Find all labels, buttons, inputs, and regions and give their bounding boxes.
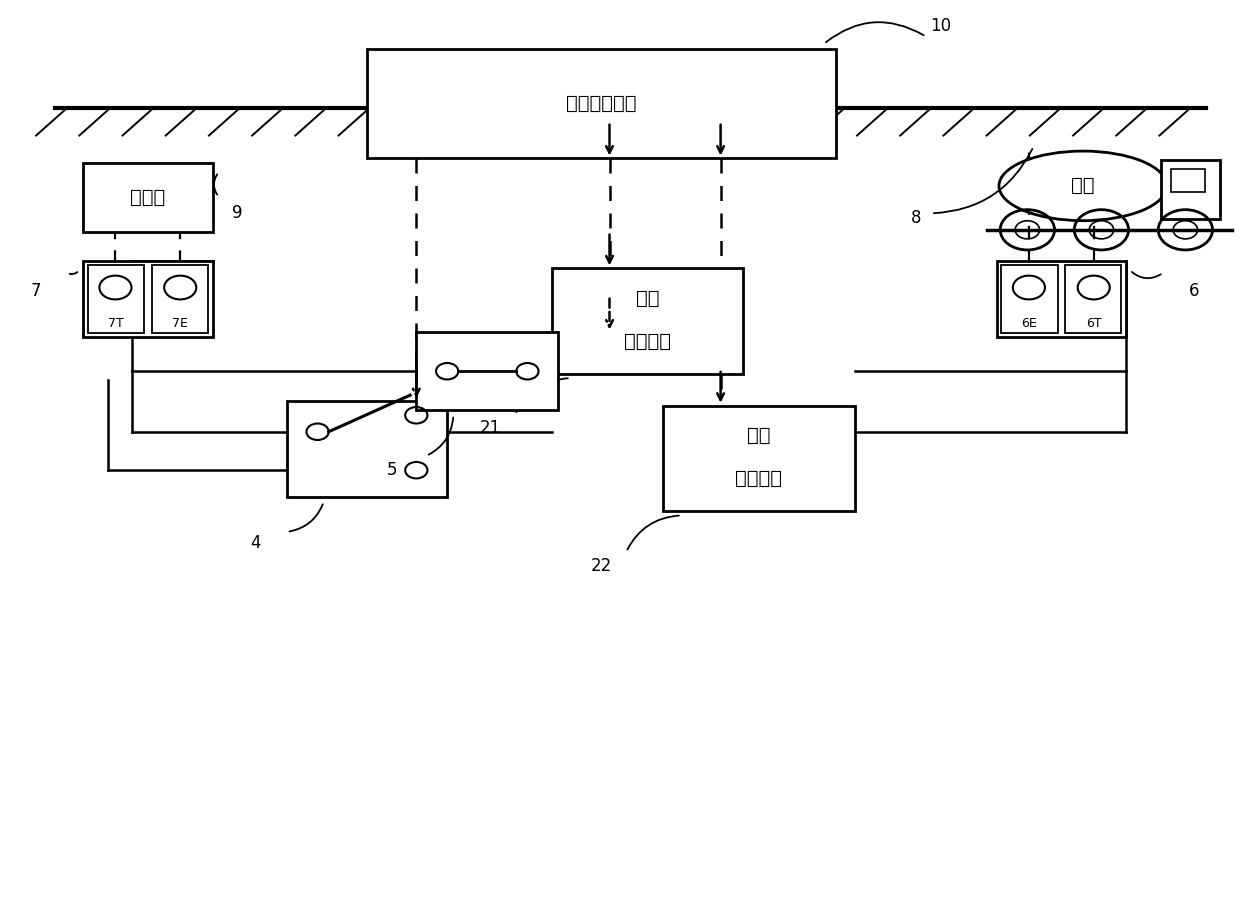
- Text: 罐体: 罐体: [1071, 176, 1095, 195]
- Text: 6: 6: [1189, 282, 1199, 300]
- Bar: [88, 264, 144, 333]
- Bar: [663, 405, 854, 511]
- Text: 检测单元: 检测单元: [735, 469, 782, 488]
- Bar: [1065, 264, 1121, 333]
- Bar: [417, 332, 558, 410]
- Bar: [286, 401, 448, 497]
- Text: 6E: 6E: [1021, 317, 1037, 330]
- Ellipse shape: [999, 151, 1167, 221]
- Text: 接地体: 接地体: [130, 188, 165, 207]
- Text: 8: 8: [911, 209, 921, 227]
- Text: 中央处理单元: 中央处理单元: [567, 94, 636, 113]
- Text: 4: 4: [250, 534, 262, 552]
- Text: 电阻: 电阻: [636, 288, 660, 308]
- Bar: [552, 268, 744, 374]
- Bar: [367, 49, 836, 158]
- Text: 10: 10: [930, 17, 951, 35]
- Text: 9: 9: [232, 204, 243, 222]
- Text: 7: 7: [31, 282, 41, 300]
- Text: 22: 22: [590, 557, 613, 575]
- Bar: [151, 264, 207, 333]
- Text: 电容: 电容: [748, 426, 770, 445]
- Bar: [1171, 169, 1205, 192]
- Bar: [1161, 159, 1220, 219]
- Text: 5: 5: [387, 460, 397, 479]
- Bar: [997, 261, 1126, 337]
- Text: 7E: 7E: [172, 317, 188, 330]
- Bar: [1002, 264, 1058, 333]
- Bar: [83, 163, 212, 232]
- Bar: [83, 261, 212, 337]
- Text: 6T: 6T: [1086, 317, 1101, 330]
- Text: 21: 21: [480, 419, 501, 437]
- Text: 7T: 7T: [108, 317, 123, 330]
- Text: 检测单元: 检测单元: [624, 332, 671, 351]
